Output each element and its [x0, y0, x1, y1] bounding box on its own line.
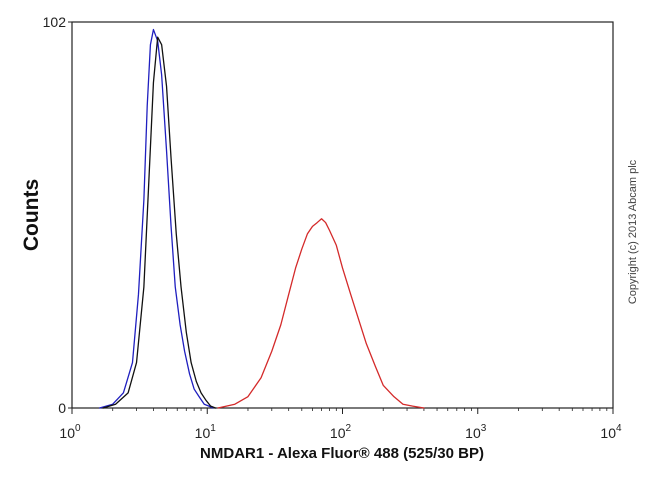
black-histogram-line	[102, 36, 217, 409]
y-tick-label: 102	[43, 14, 67, 30]
y-tick-label: 0	[58, 400, 66, 416]
blue-histogram-line	[98, 28, 214, 409]
x-axis-label: NMDAR1 - Alexa Fluor® 488 (525/30 BP)	[200, 445, 484, 462]
x-tick-label: 104	[600, 423, 622, 441]
copyright-text: Copyright (c) 2013 Abcam plc	[627, 159, 639, 304]
x-tick-label: 101	[195, 423, 217, 441]
y-axis-ticks: 0 102	[43, 14, 72, 416]
red-histogram-line	[217, 218, 425, 409]
y-axis-label: Counts	[20, 179, 43, 251]
x-tick-label: 102	[330, 423, 352, 441]
x-axis-ticks: 100 101 102 103 104	[59, 408, 622, 441]
x-tick-label: 100	[59, 423, 81, 441]
x-tick-label: 103	[465, 423, 487, 441]
series-layer	[98, 28, 425, 409]
